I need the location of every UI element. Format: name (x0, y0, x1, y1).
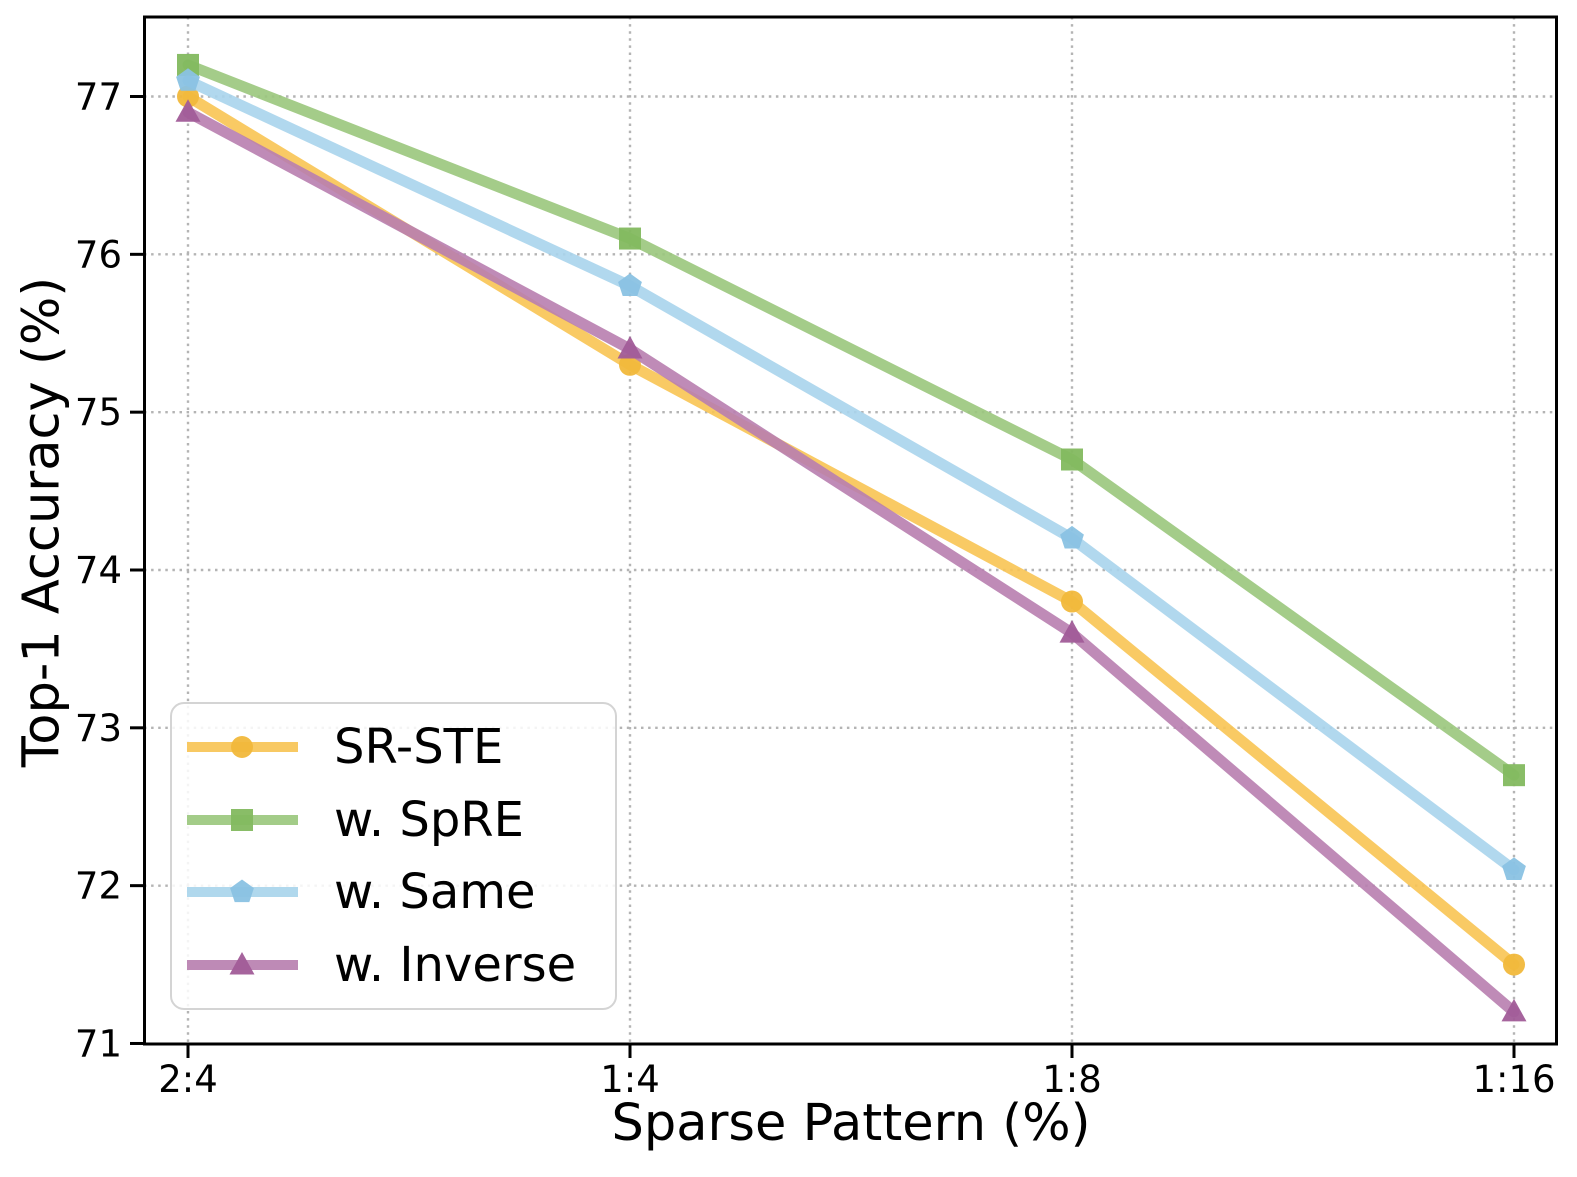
x-tick-label: 2:4 (158, 1058, 218, 1101)
x-tick-label: 1:8 (1042, 1058, 1102, 1101)
series-marker-sr-ste (619, 353, 641, 376)
series-marker-w-spre (619, 227, 641, 250)
legend-sample-w-same (187, 879, 298, 903)
legend-item-w-inverse: w. Inverse (172, 937, 615, 993)
series-marker-w-inverse (1059, 620, 1085, 643)
legend: SR-STE w. SpRE w. Same w. Inverse (170, 702, 617, 1010)
legend-marker-w-inverse (229, 951, 255, 975)
series-marker-w-same (1502, 857, 1526, 880)
x-axis-label: Sparse Pattern (%) (611, 1094, 1091, 1153)
legend-marker-w-spre (231, 808, 253, 831)
y-tick-label: 71 (75, 1022, 122, 1065)
legend-sample-w-spre (187, 808, 298, 831)
legend-marker-w-same (230, 879, 254, 903)
series-marker-sr-ste (177, 85, 199, 108)
x-tick-label: 1:4 (600, 1058, 660, 1101)
legend-sample-sr-ste (187, 736, 298, 759)
series-line-w-same (182, 75, 1520, 876)
series-line-w-spre (182, 59, 1520, 781)
y-tick-label: 77 (75, 76, 122, 119)
y-tick-label: 75 (75, 391, 122, 434)
legend-label: SR-STE (334, 719, 504, 776)
y-tick-label: 73 (75, 707, 122, 750)
legend-item-w-spre: w. SpRE (172, 792, 615, 848)
y-axis-label: Top-1 Accuracy (%) (12, 276, 72, 768)
series-marker-w-inverse (617, 336, 643, 359)
y-tick-label: 76 (75, 233, 122, 276)
series-line-w-inverse (182, 106, 1520, 1018)
series-marker-w-same (1060, 525, 1084, 549)
legend-item-w-same: w. Same (172, 864, 615, 920)
legend-sample-w-inverse (187, 951, 298, 975)
series-marker-w-spre (1503, 764, 1525, 787)
series-marker-sr-ste (1061, 590, 1083, 613)
y-tick-label: 74 (75, 549, 122, 592)
legend-label: w. SpRE (334, 791, 524, 848)
legend-label: w. Same (334, 864, 536, 921)
y-tick-label: 72 (75, 865, 122, 908)
legend-label: w. Inverse (334, 936, 577, 993)
legend-marker-sr-ste (231, 736, 253, 759)
series-marker-w-same (618, 273, 642, 296)
legend-item-sr-ste: SR-STE (172, 719, 615, 775)
series-marker-w-spre (1061, 448, 1083, 471)
x-tick-label: 1:16 (1472, 1058, 1555, 1101)
series-marker-w-inverse (1501, 998, 1527, 1022)
series-marker-w-same (176, 68, 200, 91)
plot-frame (143, 15, 1558, 1046)
series-marker-w-spre (177, 53, 199, 76)
series-marker-sr-ste (1503, 953, 1525, 976)
series-marker-w-inverse (175, 99, 201, 122)
